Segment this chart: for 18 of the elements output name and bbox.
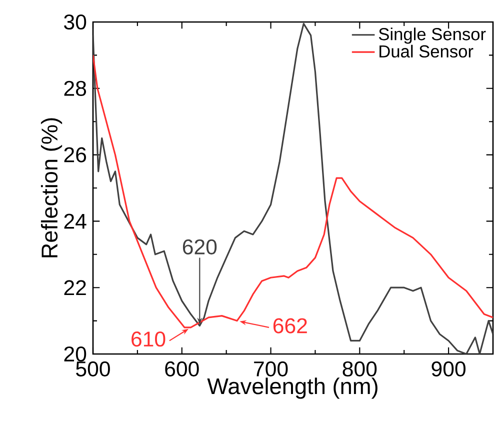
y-tick-label: 30 (64, 14, 86, 30)
y-tick-label: 22 (64, 280, 86, 296)
y-tick-label: 26 (64, 147, 86, 162)
legend-label: Dual Sensor (380, 44, 474, 58)
x-tick-label: 900 (432, 361, 466, 376)
y-tick-label: 28 (64, 80, 86, 96)
annotation: 662 (273, 318, 307, 334)
x-tick-label: 800 (342, 361, 377, 376)
x-tick-label: 600 (165, 361, 199, 376)
annotation: 620 (182, 239, 217, 254)
y-tick-label: 20 (64, 346, 86, 362)
y-axis-title: Reflection (%) (40, 118, 62, 258)
legend-label: Single Sensor (378, 28, 486, 44)
x-axis-title: Wavelength (nm) (207, 378, 378, 399)
x-tick-label: 500 (76, 361, 110, 376)
annotation: 610 (132, 332, 166, 347)
x-tick-label: 700 (254, 361, 288, 376)
y-tick-label: 24 (64, 214, 86, 229)
